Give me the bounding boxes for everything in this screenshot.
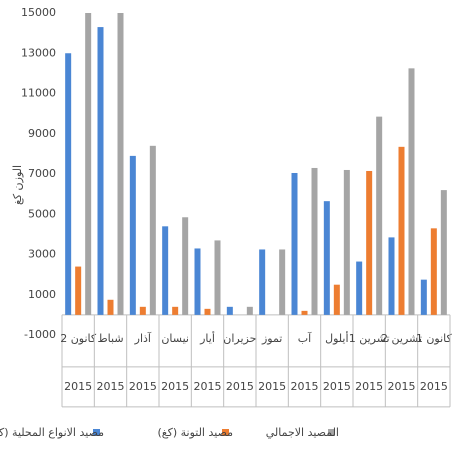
bar [75,266,82,315]
bar [301,310,308,315]
y-tick-label: 7000 [28,167,56,180]
x-group-label: 2015 [161,380,189,393]
bar [430,228,437,315]
bar [172,306,179,315]
y-tick-label: 13000 [21,46,56,59]
bar [408,68,415,315]
bar [204,308,211,315]
x-tick-label: تشرين 2 [381,332,422,345]
x-group-label: 2015 [355,380,383,393]
x-group-label: 2015 [226,380,254,393]
bar [65,53,72,315]
y-tick-label: 9000 [28,127,56,140]
y-tick-label: -1000 [24,328,56,341]
bar [356,261,363,315]
legend-swatch [328,429,335,436]
x-group-label: 2015 [420,380,448,393]
bar [139,306,146,315]
bar [85,13,92,315]
x-tick-label: نيسان [161,332,189,345]
bar [323,201,330,315]
x-group-label: 2015 [129,380,157,393]
bar [376,116,383,315]
bar [388,237,395,315]
bar [246,306,253,315]
bar [259,249,266,315]
bar [107,299,114,315]
legend-label: مصيد التونة (كغ) [157,426,233,439]
bar [129,155,136,315]
bar [366,170,373,315]
bar [149,145,156,315]
x-group-label: 2015 [291,380,319,393]
bar [420,279,427,315]
bar [194,248,201,315]
bar [117,13,124,315]
x-tick-label: شباط [97,332,123,345]
legend-swatch [93,429,100,436]
x-tick-label: تشرين 1 [349,332,390,345]
x-group-label: 2015 [194,380,222,393]
bar [97,27,104,315]
y-tick-label: 15000 [21,6,56,19]
bar [182,217,189,315]
x-tick-label: أيار [199,331,215,345]
y-tick-label: 5000 [28,207,56,220]
x-tick-label: تموز [261,332,282,345]
x-tick-label: أيلول [325,331,348,345]
x-tick-label: آذار [134,331,152,345]
y-tick-label: 3000 [28,248,56,261]
bar [343,169,350,315]
x-tick-label: حزيران [223,332,256,345]
bar [162,226,169,315]
bar [226,306,233,315]
x-group-label: 2015 [388,380,416,393]
bar [398,146,405,315]
bar [279,249,286,315]
y-tick-label: 1000 [28,288,56,301]
x-group-label: 2015 [258,380,286,393]
x-group-label: 2015 [64,380,92,393]
bar [291,172,298,315]
bar [333,284,340,315]
x-tick-label: آب [298,331,312,345]
y-axis-label: الوزن كغ [11,165,24,205]
bar [214,240,221,315]
x-group-label: 2015 [323,380,351,393]
x-group-label: 2015 [97,380,125,393]
legend-label: المصيد الاجمالي [266,426,339,439]
legend-label: مصيد الانواع المحلية (كغ) [0,426,104,439]
bar [311,167,318,315]
y-tick-label: 11000 [21,87,56,100]
x-tick-label: كانون 2 [60,332,97,345]
x-tick-label: كانون 1 [416,332,453,345]
bar [440,190,447,315]
legend-swatch [222,429,229,436]
